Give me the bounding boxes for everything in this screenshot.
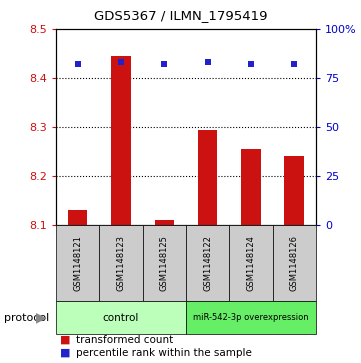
Point [291, 61, 297, 67]
Bar [241, 149, 261, 225]
Bar [155, 220, 174, 225]
Point [205, 60, 210, 65]
Bar [111, 56, 131, 225]
Point [161, 61, 167, 67]
Text: GDS5367 / ILMN_1795419: GDS5367 / ILMN_1795419 [94, 9, 267, 22]
Point [248, 61, 254, 67]
Bar [68, 210, 87, 225]
Bar [143, 225, 186, 301]
Text: ■: ■ [60, 347, 70, 358]
Bar [229, 225, 273, 301]
Text: miR-542-3p overexpression: miR-542-3p overexpression [193, 313, 309, 322]
Bar [99, 225, 143, 301]
Text: protocol: protocol [4, 313, 49, 323]
Text: GSM1148125: GSM1148125 [160, 235, 169, 291]
Text: percentile rank within the sample: percentile rank within the sample [76, 347, 252, 358]
Text: ▶: ▶ [36, 311, 47, 325]
Bar [273, 225, 316, 301]
Bar [284, 156, 304, 225]
Text: control: control [103, 313, 139, 323]
Text: ■: ■ [60, 335, 70, 345]
Text: GSM1148124: GSM1148124 [247, 235, 255, 291]
Point [118, 60, 124, 65]
Text: GSM1148126: GSM1148126 [290, 235, 299, 291]
Text: GSM1148123: GSM1148123 [117, 235, 125, 291]
Text: GSM1148122: GSM1148122 [203, 235, 212, 291]
Point [75, 61, 81, 67]
Bar [186, 301, 316, 334]
Bar [198, 130, 217, 225]
Text: transformed count: transformed count [76, 335, 173, 345]
Text: GSM1148121: GSM1148121 [73, 235, 82, 291]
Bar [186, 225, 229, 301]
Bar [56, 225, 99, 301]
Bar [56, 301, 186, 334]
